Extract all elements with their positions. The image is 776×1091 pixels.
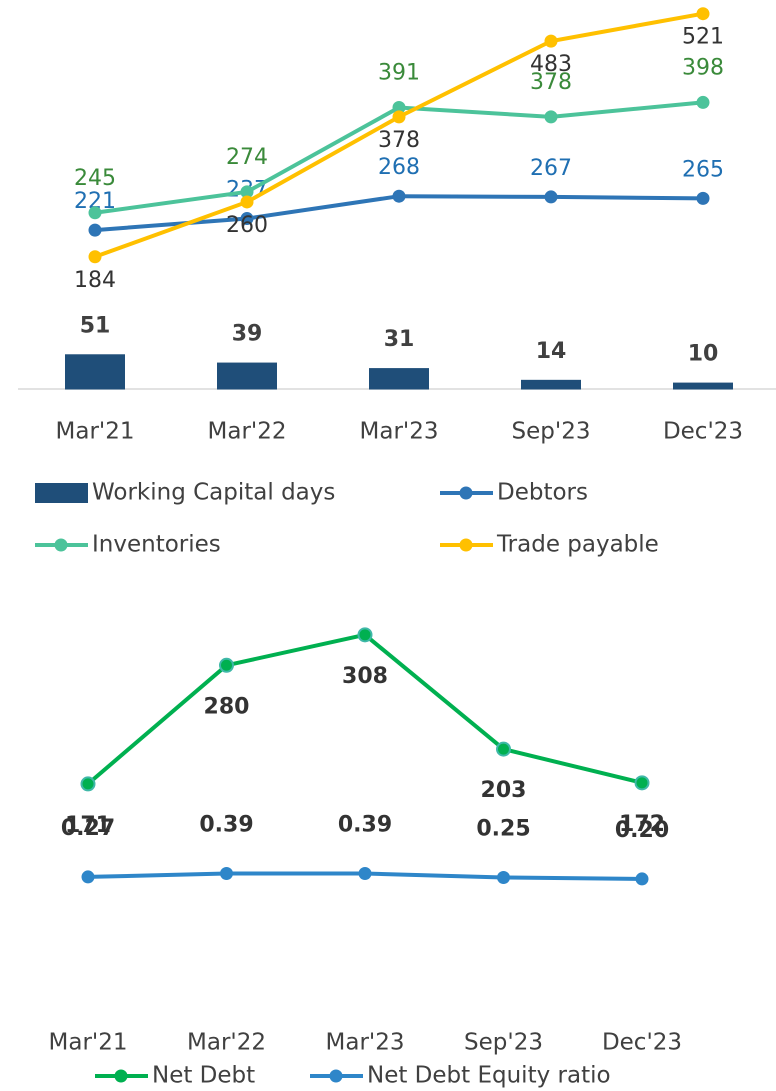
data-label: 268 [378, 155, 420, 180]
marker [635, 872, 649, 886]
marker [80, 776, 96, 792]
x-tick-label: Mar'23 [326, 1030, 405, 1056]
legend-label: Working Capital days [92, 480, 335, 506]
legend-swatch [54, 538, 68, 552]
marker [544, 190, 558, 204]
marker [696, 95, 710, 109]
data-label: 0.25 [476, 817, 530, 842]
data-label: 171 [65, 813, 111, 838]
x-tick-label: Mar'21 [56, 419, 135, 445]
data-label: 378 [530, 70, 572, 95]
data-label: 172 [619, 812, 665, 837]
legend-label: Debtors [497, 480, 588, 506]
line [86, 632, 643, 786]
data-label: 14 [536, 339, 567, 364]
marker [220, 867, 233, 881]
x-tick-label: Sep'23 [512, 419, 591, 445]
marker [496, 741, 511, 757]
bar [521, 379, 581, 390]
x-tick-label: Mar'22 [187, 1030, 266, 1056]
data-label: 280 [204, 694, 250, 719]
data-label: 267 [530, 156, 572, 181]
x-tick-label: Mar'22 [208, 419, 287, 445]
marker [357, 627, 373, 643]
data-label: 378 [378, 128, 420, 153]
legend-swatch [35, 483, 88, 503]
marker [497, 871, 510, 884]
bar [65, 354, 125, 390]
legend-swatch [459, 486, 473, 500]
marker [634, 775, 650, 791]
x-tick-label: Dec'23 [663, 419, 743, 445]
x-tick-label: Mar'21 [49, 1030, 128, 1056]
data-label: 31 [384, 327, 415, 352]
bar [673, 382, 733, 390]
bar [369, 368, 429, 390]
data-label: 245 [74, 166, 116, 191]
data-label: 483 [530, 52, 572, 77]
x-tick-label: Dec'23 [602, 1030, 682, 1056]
marker [88, 206, 102, 220]
data-label: 51 [80, 313, 111, 338]
marker [696, 191, 710, 205]
x-tick-label: Mar'23 [360, 419, 439, 445]
marker [696, 7, 710, 21]
data-label: 184 [74, 268, 116, 293]
marker [544, 34, 558, 48]
marker [88, 250, 102, 264]
data-label: 308 [342, 664, 388, 689]
legend-swatch [459, 538, 473, 552]
data-label: 274 [226, 145, 268, 170]
legend-label: Trade payable [496, 532, 659, 558]
marker [240, 195, 254, 209]
legend-swatch [329, 1069, 343, 1083]
data-label: 398 [682, 55, 724, 80]
marker [392, 189, 406, 203]
marker [219, 657, 234, 673]
marker [544, 110, 558, 124]
data-label: 521 [682, 25, 724, 50]
marker [240, 212, 254, 226]
legend-swatch [114, 1069, 128, 1083]
marker [88, 223, 102, 237]
data-label: 0.39 [338, 813, 392, 838]
x-tick-label: Sep'23 [464, 1030, 543, 1056]
data-label: 39 [232, 322, 263, 347]
marker [392, 100, 406, 114]
legend-label: Inventories [92, 532, 221, 558]
data-label: 391 [378, 60, 420, 85]
data-label: 203 [481, 778, 527, 803]
data-label: 0.39 [199, 813, 253, 838]
bar [217, 362, 277, 390]
data-label: 260 [226, 213, 268, 238]
data-label: 10 [688, 342, 719, 367]
data-label: 265 [682, 157, 724, 182]
marker [240, 185, 254, 199]
legend-label: Net Debt [152, 1063, 255, 1089]
data-label: 0.20 [615, 818, 669, 843]
data-label: 0.27 [61, 816, 115, 841]
marker [81, 870, 95, 884]
marker [392, 110, 406, 124]
legend-label: Net Debt Equity ratio [367, 1063, 611, 1089]
marker [358, 867, 372, 881]
